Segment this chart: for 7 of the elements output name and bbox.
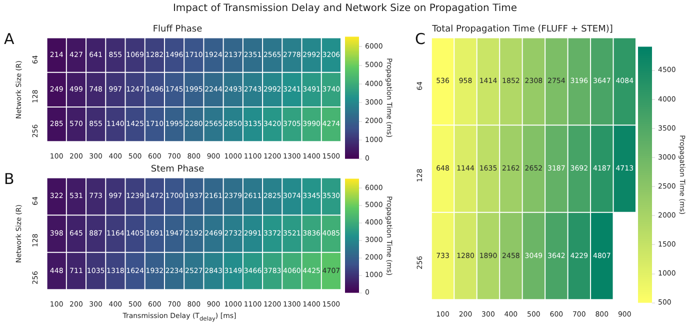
text: A <box>4 30 14 48</box>
chart-title: Stem Phase <box>150 164 205 175</box>
text: B <box>4 170 14 188</box>
chart-title: Total Propagation Time (FLUFF + STEM)] <box>431 24 613 35</box>
text: Impact of Transmission Delay and Network Size on Propagation Time <box>172 3 518 14</box>
chart-title: Fluff Phase <box>152 24 203 35</box>
text: C <box>415 30 426 48</box>
